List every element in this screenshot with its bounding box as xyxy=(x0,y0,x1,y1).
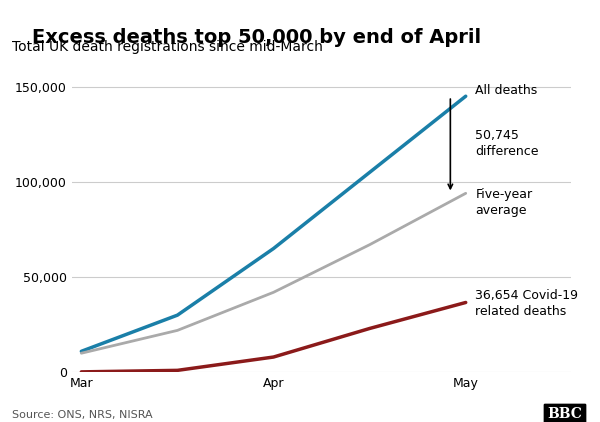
Text: Total UK death registrations since mid-March: Total UK death registrations since mid-M… xyxy=(12,40,323,54)
Text: Five-year
average: Five-year average xyxy=(475,188,532,217)
Text: 50,745
difference: 50,745 difference xyxy=(475,129,539,158)
Text: BBC: BBC xyxy=(547,407,582,421)
Text: All deaths: All deaths xyxy=(475,84,538,97)
Text: 36,654 Covid-19
related deaths: 36,654 Covid-19 related deaths xyxy=(475,289,578,318)
Text: Excess deaths top 50,000 by end of April: Excess deaths top 50,000 by end of April xyxy=(32,28,481,47)
Text: Source: ONS, NRS, NISRA: Source: ONS, NRS, NISRA xyxy=(12,410,152,420)
Text: BBC: BBC xyxy=(547,407,582,421)
